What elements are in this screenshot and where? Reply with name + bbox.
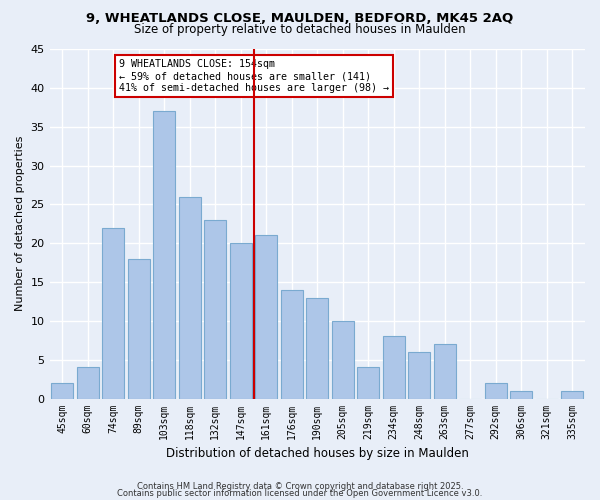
Bar	[103, 228, 124, 398]
Bar	[154, 111, 175, 399]
Bar	[77, 368, 98, 398]
Bar	[205, 220, 226, 398]
Bar	[52, 383, 73, 398]
Bar	[230, 243, 251, 398]
Bar	[562, 391, 583, 398]
Bar	[383, 336, 404, 398]
Y-axis label: Number of detached properties: Number of detached properties	[15, 136, 25, 312]
Bar	[307, 298, 328, 398]
Bar	[434, 344, 455, 399]
Text: Size of property relative to detached houses in Maulden: Size of property relative to detached ho…	[134, 22, 466, 36]
Text: 9, WHEATLANDS CLOSE, MAULDEN, BEDFORD, MK45 2AQ: 9, WHEATLANDS CLOSE, MAULDEN, BEDFORD, M…	[86, 12, 514, 26]
Bar	[511, 391, 532, 398]
Text: Contains public sector information licensed under the Open Government Licence v3: Contains public sector information licen…	[118, 489, 482, 498]
Text: Contains HM Land Registry data © Crown copyright and database right 2025.: Contains HM Land Registry data © Crown c…	[137, 482, 463, 491]
Bar	[485, 383, 506, 398]
Bar	[179, 196, 200, 398]
Bar	[332, 321, 353, 398]
X-axis label: Distribution of detached houses by size in Maulden: Distribution of detached houses by size …	[166, 447, 469, 460]
Bar	[281, 290, 302, 399]
Bar	[358, 368, 379, 398]
Bar	[409, 352, 430, 399]
Bar	[256, 236, 277, 398]
Bar	[128, 258, 149, 398]
Text: 9 WHEATLANDS CLOSE: 154sqm
← 59% of detached houses are smaller (141)
41% of sem: 9 WHEATLANDS CLOSE: 154sqm ← 59% of deta…	[119, 60, 389, 92]
